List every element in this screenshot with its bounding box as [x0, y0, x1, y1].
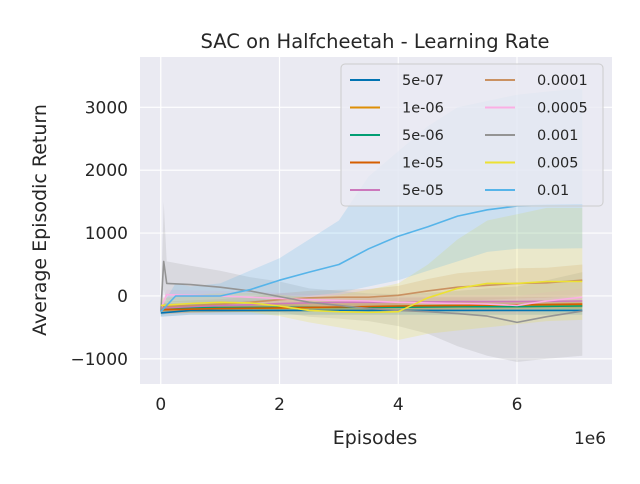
x-tick-label: 0	[155, 395, 166, 415]
series-line-0.01	[160, 204, 583, 313]
x-tick-label: 2	[274, 395, 285, 415]
legend-label: 0.01	[537, 183, 569, 199]
band-0.001	[160, 201, 583, 362]
band-0.0001	[160, 264, 583, 312]
legend-label: 5e-06	[402, 128, 444, 144]
legend-label: 0.005	[537, 156, 579, 172]
y-tick-label: −1000	[70, 350, 128, 370]
x-tick-labels: 0 2 4 6	[155, 395, 522, 415]
legend-label: 0.0005	[537, 101, 588, 117]
legend: 5e-07 1e-06 5e-06 1e-05 5e-05 0.0001 0.0005 0.0…	[340, 63, 604, 207]
y-tick-label: 2000	[85, 161, 128, 181]
y-axis-label: Average Episodic Return	[29, 104, 51, 336]
x-axis-offset-label: 1e6	[574, 429, 606, 449]
legend-label: 0.001	[537, 128, 579, 144]
y-tick-label: 0	[117, 287, 128, 307]
legend-label: 1e-06	[402, 101, 444, 117]
x-tick-label: 6	[512, 395, 523, 415]
legend-label: 5e-05	[402, 183, 444, 199]
series-line-0.005	[160, 280, 583, 314]
x-axis-label: Episodes	[333, 427, 418, 449]
series-line-5e-07	[160, 309, 583, 314]
chart-title: SAC on Halfcheetah - Learning Rate	[201, 30, 550, 53]
legend-box	[340, 63, 604, 207]
x-tick-label: 4	[393, 395, 404, 415]
legend-label: 1e-05	[402, 156, 444, 172]
series-lines	[160, 204, 583, 324]
series-line-0.001	[160, 260, 583, 324]
legend-label: 5e-07	[402, 73, 444, 89]
y-tick-labels: −1000 0 1000 2000 3000	[70, 98, 128, 370]
y-tick-label: 1000	[85, 224, 128, 244]
y-tick-label: 3000	[85, 98, 128, 118]
legend-label: 0.0001	[537, 73, 588, 89]
